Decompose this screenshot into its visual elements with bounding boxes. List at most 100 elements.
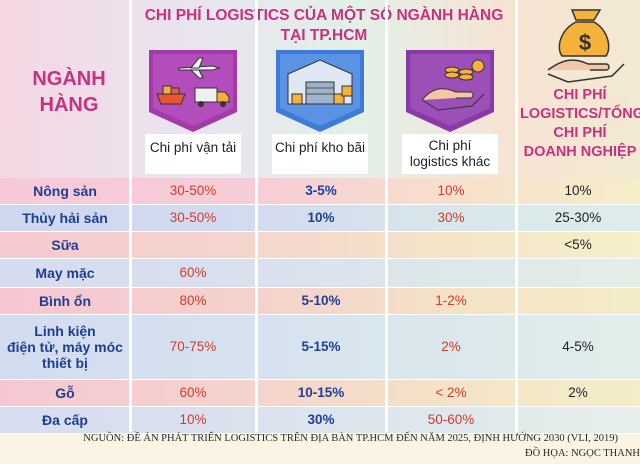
row-background [0,380,640,406]
industry-name-line: thiết bị [42,355,88,371]
transport-cost-cell: 60% [179,265,207,280]
other-cost-cell: 1-2% [435,293,467,308]
transport-cost-cell: 30-50% [169,183,217,198]
transport-card-body [145,134,241,174]
table-row: Bình ổn 80% 5-10% 1-2% [0,288,640,314]
row-background [0,232,640,258]
industry-name-cell: Linh kiện điện tử, máy móc thiết bị [0,315,130,379]
industry-name-line: Gỗ [55,385,75,401]
transport-cost-cell: 30-50% [169,210,217,225]
other-cost-cell: 2% [441,339,461,354]
transport-cost-cell: 10% [179,412,207,427]
warehouse-icon [276,50,364,132]
column-label-other-line-2: logistics khác [409,154,491,169]
industry-name-line: May mặc [35,265,95,281]
industry-name-line: Bình ổn [38,293,92,309]
table-row: Linh kiện điện tử, máy móc thiết bị 70-75% 5… [0,315,640,379]
table-row: May mặc 60% [0,259,640,287]
column-divider [515,0,518,432]
title-line-2: TẠI TP.HCM [280,27,368,44]
industry-name-line: Nông sản [33,183,97,199]
row-divider [0,406,640,407]
other-cost-cell: 50-60% [427,412,475,427]
column-label-transport-line-1: Chi phí vận tải [149,140,237,155]
ratio-header-line-4: DOANH NGHIỆP [523,144,637,160]
column-label-warehouse: Chi phí kho bãi [257,140,383,156]
money-bag-icon: $ [547,9,625,83]
warehouse-cost-cell [256,259,386,287]
industry-name-cell: Gỗ [0,380,130,406]
logistics-ratio-cell: <5% [564,237,592,252]
warehouse-cost-cell: 10-15% [297,385,345,400]
industry-name-cell: Đa cấp [0,407,130,433]
warehouse-card-body [272,134,368,174]
source-note: NGUỒN: ĐỀ ÁN PHÁT TRIỂN LOGISTICS TRÊN Đ… [0,433,628,444]
column-divider [129,0,132,432]
industry-header-line-1: NGÀNH [32,68,106,90]
logistics-ratio-cell: 2% [568,385,588,400]
warehouse-cost-cell: 3-5% [305,183,337,198]
warehouse-cost-cell: 5-10% [301,293,341,308]
logistics-ratio-cell [516,259,640,287]
industry-header: NGÀNH HÀNG [14,66,124,118]
logistics-ratio-cell: 4-5% [562,339,594,354]
industry-name-line: Thủy hải sản [22,210,108,226]
row-divider [0,314,640,315]
row-background [0,315,640,379]
ratio-header-line-3: CHI PHÍ [553,125,607,141]
other-cost-cell: 10% [437,183,465,198]
column-label-warehouse-line-1: Chi phí kho bãi [274,140,366,155]
industry-name-cell: Bình ổn [0,288,130,314]
other-card-body [402,134,498,174]
warehouse-cost-cell: 30% [307,412,335,427]
other-cost-cell [386,259,516,287]
infographic-title: CHI PHÍ LOGISTICS CỦA MỘT SỐ NGÀNH HÀNG … [132,6,516,46]
column-label-other: Chi phí logistics khác [387,138,513,170]
ratio-header-line-1: CHI PHÍ [553,87,607,103]
row-background [0,288,640,314]
row-background [0,259,640,287]
logistics-ratio-cell: 10% [564,183,592,198]
transport-cost-cell: 60% [179,385,207,400]
ratio-header: CHI PHÍ LOGISTICS/TỔNG CHI PHÍ DOANH NGH… [520,86,640,162]
table-row: Gỗ 60% 10-15% < 2% 2% [0,380,640,406]
transport-cost-cell: 80% [179,293,207,308]
logistics-ratio-cell: 25-30% [554,210,602,225]
industry-name-cell: May mặc [0,259,130,287]
other-cost-cell: 30% [437,210,465,225]
source-text: NGUỒN: ĐỀ ÁN PHÁT TRIỂN LOGISTICS TRÊN Đ… [83,433,618,444]
logistics-ratio-cell [516,407,640,433]
industry-header-line-2: HÀNG [39,94,99,116]
other-cost-cell: < 2% [435,385,467,400]
row-background [0,205,640,231]
credit-note: ĐỒ HỌA: NGỌC THANH [0,448,640,459]
column-divider [255,0,258,432]
table-row: Nông sản 30-50% 3-5% 10% 10% [0,178,640,204]
ratio-header-line-2: LOGISTICS/TỔNG [520,106,640,122]
industry-name-cell: Nông sản [0,178,130,204]
row-divider [0,204,640,205]
title-line-1: CHI PHÍ LOGISTICS CỦA MỘT SỐ NGÀNH HÀNG [144,7,504,24]
row-background [0,178,640,204]
table-row: Sữa <5% [0,232,640,258]
coins-hand-icon [406,50,494,132]
row-divider [0,379,640,380]
row-background [0,407,640,433]
table-row: Đa cấp 10% 30% 50-60% [0,407,640,433]
warehouse-cost-cell: 10% [307,210,335,225]
row-divider [0,258,640,259]
credit-text: ĐỒ HỌA: NGỌC THANH [524,448,640,459]
industry-name-cell: Thủy hải sản [0,205,130,231]
industry-name-line: Đa cấp [42,412,88,428]
transport-cost-cell: 70-75% [169,339,217,354]
industry-name-line: Linh kiện [34,323,96,339]
row-divider [0,231,640,232]
svg-text:$: $ [579,30,591,55]
warehouse-cost-cell: 5-15% [301,339,341,354]
industry-name-cell: Sữa [0,232,130,258]
industry-name-line: điện tử, máy móc [7,339,123,355]
row-divider [0,287,640,288]
warehouse-cost-cell [256,232,386,258]
other-cost-cell [386,232,516,258]
